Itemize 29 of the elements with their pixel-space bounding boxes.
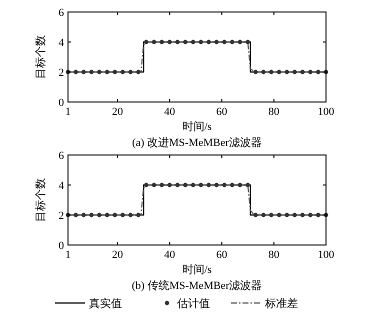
legend-label: 真实值 <box>89 297 122 310</box>
x-tick-label: 40 <box>164 249 176 261</box>
legend-label: 估计值 <box>177 297 210 310</box>
y-tick-label: 0 <box>58 240 64 252</box>
x-tick-label: 40 <box>164 106 176 118</box>
y-tick-label: 4 <box>58 180 64 192</box>
y-tick-label: 6 <box>58 150 64 162</box>
x-tick-label: 60 <box>216 106 228 118</box>
y-axis-title: 目标个数 <box>35 178 47 222</box>
x-tick-label: 100 <box>318 249 335 261</box>
x-tick-label: 80 <box>268 106 280 118</box>
y-tick-label: 2 <box>58 67 64 79</box>
x-axis-title: 时间/s <box>182 263 212 276</box>
y-tick-label: 4 <box>58 37 64 49</box>
text: (b) 传统MS-MeMBer滤波器 <box>132 279 262 292</box>
x-tick-label: 20 <box>112 249 124 261</box>
x-tick-label: 60 <box>216 249 228 261</box>
text: (a) 改进MS-MeMBer滤波器 <box>132 136 262 149</box>
x-axis-title: 时间/s <box>182 120 212 133</box>
y-tick-label: 6 <box>58 7 64 19</box>
x-tick-label: 100 <box>318 106 335 118</box>
legend-label: 标准差 <box>264 297 298 310</box>
y-tick-label: 2 <box>58 210 64 222</box>
x-tick-label: 80 <box>268 249 280 261</box>
x-tick-label: 1 <box>65 106 71 118</box>
y-axis-title: 目标个数 <box>35 35 47 79</box>
x-tick-label: 1 <box>65 249 71 261</box>
y-tick-label: 0 <box>58 97 64 109</box>
x-tick-label: 20 <box>112 106 124 118</box>
